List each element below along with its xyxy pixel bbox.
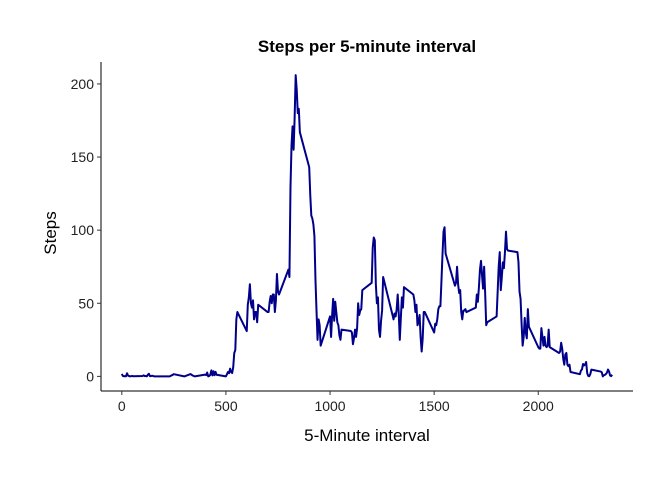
series-line — [120, 74, 613, 378]
x-tick-label: 1000 — [314, 398, 345, 414]
y-tick-label: 0 — [86, 368, 94, 384]
y-tick-label: 50 — [78, 295, 94, 311]
plot-area — [120, 74, 613, 378]
y-tick-label: 100 — [71, 222, 95, 238]
x-tick-label: 500 — [214, 398, 238, 414]
x-tick-label: 1500 — [419, 398, 450, 414]
y-axis-ticks: 0 50 100 150 200 — [71, 76, 101, 384]
x-tick-label: 0 — [118, 398, 126, 414]
x-tick-label: 2000 — [523, 398, 554, 414]
y-axis-label: Steps — [41, 211, 60, 254]
y-tick-label: 150 — [71, 149, 95, 165]
chart-title: Steps per 5-minute interval — [258, 37, 476, 56]
x-axis-label: 5-Minute interval — [304, 426, 430, 445]
x-axis-ticks: 0 500 1000 1500 2000 — [118, 391, 554, 414]
y-tick-label: 200 — [71, 76, 95, 92]
